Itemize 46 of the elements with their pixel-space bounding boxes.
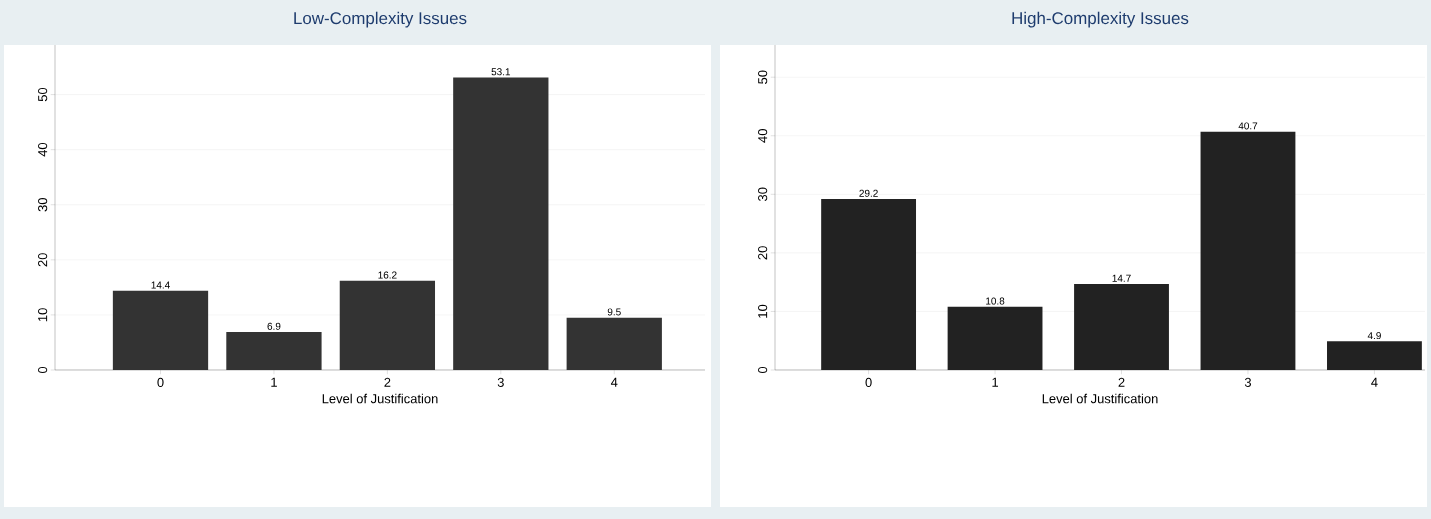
x-tick-label: 3 [497,377,504,387]
y-tick-label: 0 [758,366,768,374]
data-label: 14.4 [151,281,170,289]
data-label: 53.1 [491,68,511,76]
x-axis-title: Level of Justification [1042,393,1158,404]
bar [453,77,549,370]
x-tick-label: 0 [157,377,164,387]
bar [821,199,917,370]
y-tick-label: 50 [38,87,48,102]
y-tick-label: 50 [758,70,768,84]
x-tick-label: 1 [271,377,277,387]
data-label: 16.2 [378,271,397,279]
data-label: 4.9 [1367,332,1381,340]
bar [226,331,322,370]
data-label: 29.2 [859,189,878,197]
data-label: 9.5 [607,308,621,316]
y-tick-label: 30 [758,187,768,202]
data-label: 40.7 [1238,122,1258,130]
bar [1200,131,1296,370]
data-label: 14.7 [1112,274,1131,282]
chart-title: High-Complexity Issues [1012,11,1189,28]
x-tick-label: 4 [610,377,618,387]
y-tick-label: 20 [38,253,48,267]
y-tick-label: 10 [758,304,768,318]
y-tick-label: 10 [38,308,48,322]
y-tick-label: 40 [758,129,768,143]
bar [339,280,436,370]
bar [1327,341,1422,370]
chart-title: Low-Complexity Issues [294,11,467,28]
bar [566,317,662,370]
y-tick-label: 20 [758,246,768,260]
x-tick-label: 4 [1371,377,1378,387]
data-label: 6.9 [267,322,281,330]
x-tick-label: 1 [992,377,999,387]
data-label: 10.8 [986,297,1005,305]
y-tick-label: 30 [38,198,48,212]
x-tick-label: 2 [1118,377,1125,387]
bar [947,306,1043,370]
bar [112,290,209,370]
bar [1074,283,1169,370]
x-tick-label: 0 [865,377,872,387]
y-tick-label: 40 [38,142,48,157]
x-tick-label: 2 [384,377,391,387]
x-axis-title: Level of Justification [322,393,438,404]
y-tick-label: 0 [38,366,48,374]
x-tick-label: 3 [1244,377,1252,387]
